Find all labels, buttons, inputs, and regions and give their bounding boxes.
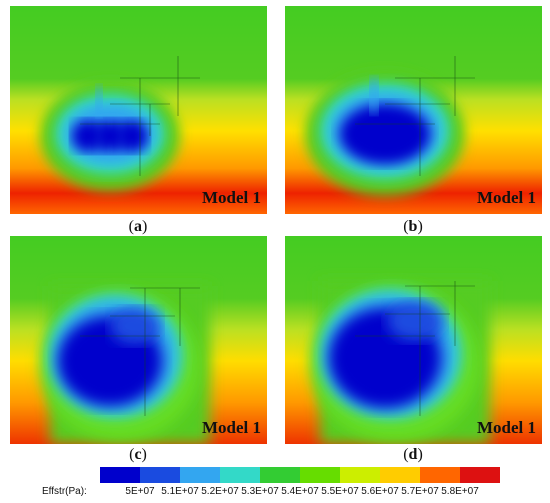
legend-tick-label: 5.1E+07 — [161, 486, 199, 497]
model-label: Model 1 — [476, 418, 536, 437]
legend-swatch — [300, 467, 340, 483]
panel-d: Model 1 — [285, 236, 542, 444]
legend-swatch — [340, 467, 380, 483]
legend-tick-label: 5.2E+07 — [201, 486, 239, 497]
legend-swatch — [460, 467, 500, 483]
legend-tick-label: 5.4E+07 — [281, 486, 319, 497]
model-label: Model 1 — [201, 188, 261, 207]
panel-c: Model 1 — [10, 236, 267, 444]
legend-tick-label: 5E+07 — [125, 486, 155, 497]
legend-swatch — [100, 467, 140, 483]
caption-c: (c) — [129, 446, 147, 463]
legend-tick-label: 5.3E+07 — [241, 486, 279, 497]
legend-title: Effstr(Pa): — [42, 486, 87, 497]
legend-swatch — [260, 467, 300, 483]
model-label: Model 1 — [201, 418, 261, 437]
legend-tick-label: 5.5E+07 — [321, 486, 359, 497]
legend-swatch — [140, 467, 180, 483]
legend-swatch — [180, 467, 220, 483]
color-legend-bar — [100, 467, 500, 483]
legend-swatch — [380, 467, 420, 483]
model-label: Model 1 — [476, 188, 536, 207]
caption-d: (d) — [403, 446, 423, 463]
panel-b: Model 1 — [285, 6, 542, 214]
legend-swatch — [220, 467, 260, 483]
legend-tick-label: 5.7E+07 — [401, 486, 439, 497]
legend-tick-label: 5.8E+07 — [441, 486, 479, 497]
caption-a: (a) — [128, 218, 148, 235]
legend-tick-label: 5.6E+07 — [361, 486, 399, 497]
legend-swatch — [420, 467, 460, 483]
panel-a: Model 1 — [10, 6, 267, 214]
caption-b: (b) — [403, 218, 423, 235]
